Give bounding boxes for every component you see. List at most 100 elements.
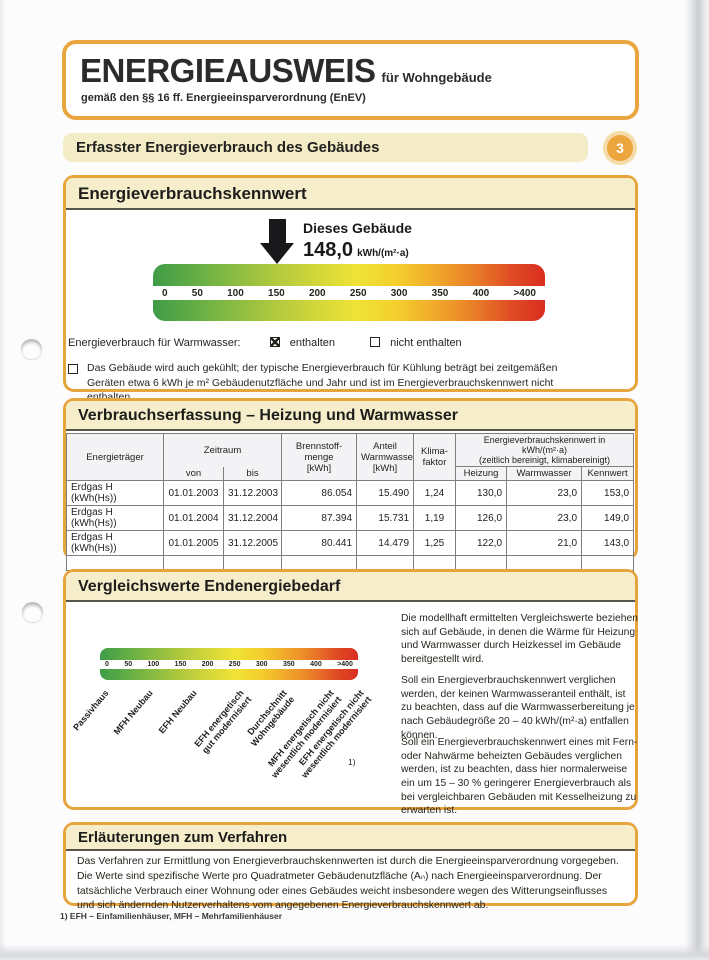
document-title-suffix: für Wohngebäude (381, 70, 492, 85)
col-heizung: Heizung (455, 466, 508, 481)
cell: 15.731 (356, 505, 415, 531)
cell (281, 555, 358, 571)
enthalten-label: enthalten (289, 337, 335, 349)
cell (66, 555, 164, 571)
cell (581, 555, 635, 571)
scan-edge-bottom (0, 944, 709, 960)
vergleich-paragraph-2: Soll ein Energieverbrauchskennwert vergl… (401, 675, 635, 741)
consumption-scale: 0 50 100 150 200 250 300 350 400 >400 (153, 264, 545, 321)
cell: 149,0 (581, 505, 635, 531)
tick: 400 (472, 287, 490, 299)
warmwasser-label: Energieverbrauch für Warmwasser: (68, 337, 241, 349)
marker-value-number: 148,0 (303, 239, 354, 261)
cell: 1,19 (413, 505, 457, 531)
consumption-scale-ticks: 0 50 100 150 200 250 300 350 400 >400 (153, 286, 545, 300)
tick: 200 (201, 661, 214, 668)
vergleich-box: Vergleichswerte Endenergiebedarf (63, 569, 638, 810)
col-klimafaktor: Klima- faktor (413, 433, 457, 481)
document-subtitle: gemäß den §§ 16 ff. Energieeinsparverord… (81, 92, 366, 104)
title-box: ENERGIEAUSWEIS für Wohngebäude gemäß den … (62, 40, 639, 120)
erlaeuterung-box: Erläuterungen zum Verfahren (63, 822, 638, 906)
marker-label: Dieses Gebäude (303, 220, 412, 236)
punch-hole (21, 339, 42, 359)
tick: 350 (431, 287, 449, 299)
col-zeitraum: Zeitraum (162, 433, 283, 467)
cell: 01.01.2004 (163, 505, 224, 531)
cell: 31.12.2004 (222, 505, 283, 531)
table-row: Erdgas H (kWh(Hs)) 01.01.2005 31.12.2005… (66, 530, 635, 556)
consumption-table: Energieträger Zeitraum Brennstoff- menge… (66, 433, 635, 586)
cell (356, 555, 415, 571)
cell: 86.054 (281, 480, 358, 506)
cell: Erdgas H (kWh(Hs)) (66, 480, 164, 506)
cell: 21,0 (506, 530, 583, 556)
cooling-note-text: Das Gebäude wird auch gekühlt; der typis… (87, 362, 558, 403)
cell: 31.12.2003 (222, 480, 283, 506)
scan-edge-left (0, 0, 6, 960)
tick: 250 (349, 287, 367, 299)
cell: 1,24 (413, 480, 457, 506)
tick: 100 (227, 287, 244, 299)
marker-arrow-icon (269, 219, 286, 245)
footnote-mark: 1) (348, 757, 356, 767)
erlaeuterung-text: Das Verfahren zur Ermittlung von Energie… (77, 856, 619, 912)
tick: 50 (191, 287, 203, 299)
verbrauch-heading: Verbrauchserfassung – Heizung und Warmwa… (66, 401, 635, 431)
cell: 31.12.2005 (222, 530, 283, 556)
marker-value-unit: kWh/(m²·a) (357, 248, 409, 259)
tick: >400 (337, 661, 353, 668)
col-bis: bis (222, 466, 283, 481)
cell: 23,0 (506, 480, 583, 506)
cell (222, 555, 283, 571)
cell: 01.01.2005 (163, 530, 224, 556)
table-row (66, 555, 635, 571)
tick: 150 (268, 287, 285, 299)
col-kennwert: Kennwert (581, 466, 635, 481)
cell (455, 555, 508, 571)
cell: 87.394 (281, 505, 358, 531)
section-bar: Erfasster Energieverbrauch des Gebäudes (63, 133, 588, 162)
tick: 50 (124, 661, 133, 668)
cell: 153,0 (581, 480, 635, 506)
col-kennwert-group: Energieverbrauchskennwert in kWh/(m²·a) … (455, 433, 635, 467)
cell: 23,0 (506, 505, 583, 531)
col-warmwasser: Warmwasser (506, 466, 583, 481)
cooling-checkbox (68, 364, 78, 374)
tick: 300 (390, 287, 408, 299)
cell: 130,0 (455, 480, 508, 506)
col-anteil-warmwasser: Anteil Warmwasser [kWh] (356, 433, 415, 481)
tick: >400 (513, 287, 536, 299)
tick: 300 (255, 661, 268, 668)
table-row: Erdgas H (kWh(Hs)) 01.01.2003 31.12.2003… (66, 480, 635, 506)
col-von: von (163, 466, 224, 481)
enthalten-checkbox (269, 337, 280, 347)
cell: 14.479 (356, 530, 415, 556)
table-row: Erdgas H (kWh(Hs)) 01.01.2004 31.12.2004… (66, 505, 635, 531)
cell: 80.441 (281, 530, 358, 556)
document-title: ENERGIEAUSWEIS (80, 52, 376, 89)
kennwert-heading: Energieverbrauchskennwert (66, 178, 635, 210)
tick: 0 (105, 661, 109, 668)
cell: 126,0 (455, 505, 508, 531)
marker-value: 148,0 kWh/(m²·a) (303, 239, 409, 262)
cell: Erdgas H (kWh(Hs)) (66, 505, 164, 531)
tick: 250 (228, 661, 241, 668)
punch-hole (22, 602, 43, 622)
cooling-note: Das Gebäude wird auch gekühlt; der typis… (68, 361, 588, 405)
tick: 100 (147, 661, 160, 668)
erlaeuterung-heading: Erläuterungen zum Verfahren (66, 825, 635, 851)
tick: 200 (308, 287, 326, 299)
nicht-enthalten-checkbox (370, 337, 381, 347)
tick: 350 (282, 661, 295, 668)
col-energietraeger: Energieträger (66, 433, 164, 481)
marker-arrow-icon (260, 243, 294, 264)
comparison-scale: 0 50 100 150 200 250 300 350 400 >400 (100, 648, 358, 680)
tick: 0 (162, 287, 168, 299)
cell: Erdgas H (kWh(Hs)) (66, 530, 164, 556)
nicht-enthalten-label: nicht enthalten (390, 337, 462, 349)
page-footnote: 1) EFH – Einfamilienhäuser, MFH – Mehrfa… (60, 911, 283, 921)
warmwasser-row: Energieverbrauch für Warmwasser: enthalt… (68, 337, 462, 349)
page-number-badge: 3 (607, 135, 633, 161)
cell: 143,0 (581, 530, 635, 556)
